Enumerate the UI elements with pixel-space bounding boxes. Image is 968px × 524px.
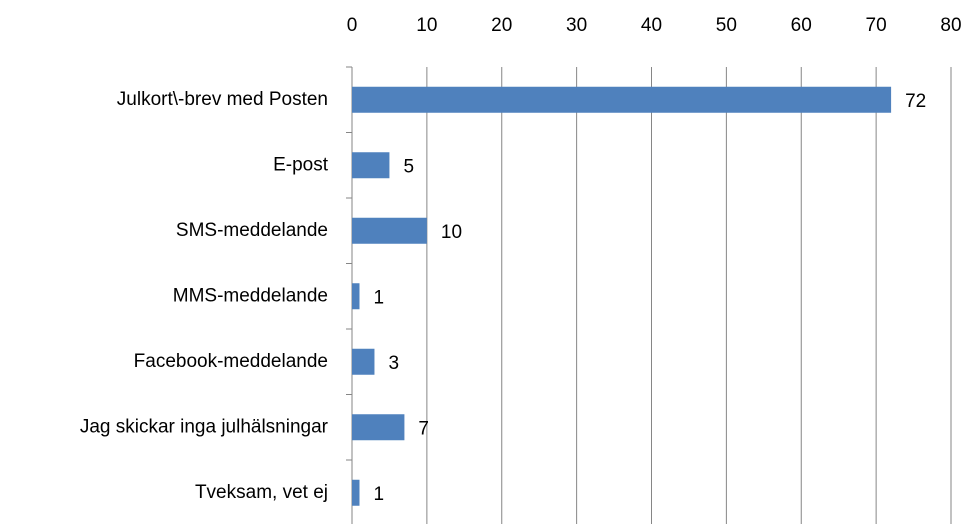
value-label: 1 [373,287,384,308]
value-label: 72 [905,91,926,112]
y-tick-label: Facebook-meddelande [134,351,328,372]
x-tick-label: 0 [347,15,358,36]
x-tick-label: 10 [416,15,437,36]
x-tick-label: 60 [791,15,812,36]
value-label: 10 [441,222,462,243]
y-tick-label: MMS-meddelande [173,285,328,306]
bar [352,86,892,113]
y-tick-label: SMS-meddelande [176,220,328,241]
y-tick-label: Tveksam, vet ej [195,482,328,503]
bar [352,479,360,506]
bar [352,348,375,375]
value-label: 7 [418,418,429,439]
bar [352,152,390,179]
x-tick-label: 40 [641,15,662,36]
x-tick-label: 30 [566,15,587,36]
x-tick-label: 20 [491,15,512,36]
bar [352,283,360,310]
bar [352,414,405,441]
value-label: 1 [373,484,384,505]
x-tick-label: 50 [716,15,737,36]
x-tick-label: 80 [940,15,961,36]
y-tick-label: Jag skickar inga julhälsningar [80,416,329,437]
bar [352,217,427,244]
y-tick-label: Julkort\-brev med Posten [117,89,328,110]
x-tick-label: 70 [866,15,887,36]
y-tick-label: E-post [273,154,329,175]
value-label: 5 [403,156,414,177]
value-label: 3 [388,353,399,374]
